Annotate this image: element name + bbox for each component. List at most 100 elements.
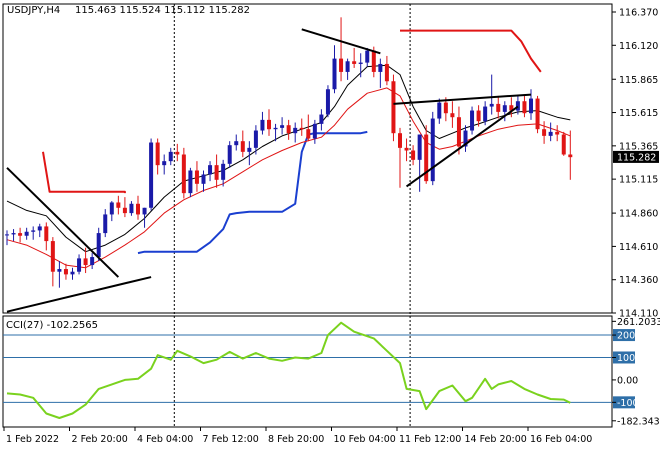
bullish-candle	[502, 101, 507, 122]
candle-body	[352, 61, 357, 64]
bullish-candle	[319, 109, 324, 131]
candle-body	[312, 123, 317, 139]
current-price-label: 115.282	[617, 152, 656, 163]
bearish-candle	[398, 127, 402, 188]
bearish-candle	[535, 95, 540, 134]
bearish-candle	[476, 105, 481, 127]
bearish-candle	[542, 121, 547, 144]
bullish-candle	[234, 134, 239, 151]
trendline	[301, 28, 381, 55]
cci-level-box	[613, 396, 635, 409]
candle-body	[44, 226, 49, 242]
candle-body	[483, 106, 488, 122]
bullish-candle	[332, 45, 337, 94]
ohlc-label: 115.463 115.524 115.112 115.282	[75, 5, 250, 16]
y-tick-label: 116.370	[619, 7, 658, 18]
candle-body	[70, 271, 75, 275]
candle-body	[247, 147, 252, 152]
x-tick-label: 7 Feb 12:00	[203, 434, 259, 445]
cci-label: CCI(27) -102.2565	[6, 320, 98, 331]
bullish-candle	[31, 226, 36, 240]
candle-body	[57, 269, 62, 272]
candle-body	[214, 165, 219, 180]
bullish-candle	[378, 58, 383, 88]
bullish-candle	[430, 111, 435, 186]
bullish-candle	[273, 123, 278, 142]
bullish-candle	[57, 261, 62, 288]
candle-body	[181, 154, 186, 194]
candle-body	[339, 58, 344, 72]
bullish-candle	[24, 227, 29, 240]
candle-body	[470, 110, 475, 131]
candle-body	[430, 118, 435, 182]
candle-body	[568, 154, 573, 158]
bearish-candle	[122, 197, 127, 218]
candle-body	[411, 150, 416, 160]
bearish-candle	[63, 263, 68, 280]
y-tick-label: 116.120	[619, 41, 658, 52]
candle-body	[83, 258, 88, 266]
cci-tick-label: 200	[617, 331, 635, 342]
bullish-candle	[463, 125, 468, 152]
x-tick-label: 10 Feb 04:00	[334, 434, 396, 445]
candle-body	[450, 113, 455, 118]
bullish-candle	[37, 223, 42, 238]
bullish-candle	[96, 227, 101, 262]
bearish-candle	[555, 125, 560, 142]
bullish-candle	[149, 138, 154, 211]
x-tick-label: 11 Feb 12:00	[399, 434, 461, 445]
bullish-candle	[417, 134, 422, 192]
candle-body	[24, 231, 29, 236]
candle-body	[476, 110, 481, 122]
trendline	[6, 167, 120, 278]
bullish-candle	[103, 209, 108, 238]
candle-body	[11, 233, 16, 235]
bearish-candle	[181, 147, 186, 199]
ma-fast-line	[6, 64, 571, 253]
candle-body	[129, 203, 134, 214]
bullish-candle	[247, 141, 252, 166]
bullish-candle	[489, 74, 494, 115]
bullish-candle	[168, 147, 173, 166]
candle-body	[391, 81, 396, 134]
bullish-candle	[253, 125, 258, 155]
candle-body	[286, 125, 291, 134]
bullish-candle	[345, 58, 350, 80]
cci-tick-label: 0.00	[617, 375, 638, 386]
cci-tick-label: 261.2033	[617, 317, 660, 328]
candle-body	[515, 101, 520, 111]
candle-body	[18, 233, 23, 236]
bearish-candle	[44, 222, 49, 251]
bearish-candle	[50, 237, 55, 287]
bullish-candle	[90, 253, 95, 270]
candle-body	[175, 151, 180, 155]
candle-body	[77, 258, 82, 272]
bearish-candle	[299, 118, 304, 136]
candle-body	[529, 98, 533, 114]
bullish-candle	[162, 154, 167, 175]
bearish-candle	[450, 101, 455, 128]
bullish-candle	[201, 170, 206, 192]
bearish-candle	[194, 161, 199, 192]
bullish-candle	[109, 201, 114, 222]
cci-panel-frame	[2, 315, 613, 428]
y-tick-label: 115.615	[619, 108, 658, 119]
bullish-candle	[70, 267, 75, 280]
bullish-candle	[142, 207, 147, 228]
bearish-candle	[155, 138, 160, 175]
bullish-candle	[358, 53, 363, 78]
bullish-candle	[325, 85, 330, 118]
cci-tick-label: -182.3434	[617, 416, 660, 427]
bullish-candle	[227, 141, 232, 168]
candle-body	[561, 134, 566, 155]
bearish-candle	[411, 145, 416, 166]
candle-body	[142, 207, 147, 215]
bullish-candle	[312, 119, 317, 144]
candle-body	[384, 63, 389, 82]
candle-body	[535, 98, 540, 130]
bullish-candle	[221, 159, 226, 187]
bearish-candle	[496, 95, 501, 119]
trendline	[6, 276, 152, 313]
x-tick-label: 2 Feb 20:00	[72, 434, 128, 445]
bearish-candle	[136, 195, 140, 220]
